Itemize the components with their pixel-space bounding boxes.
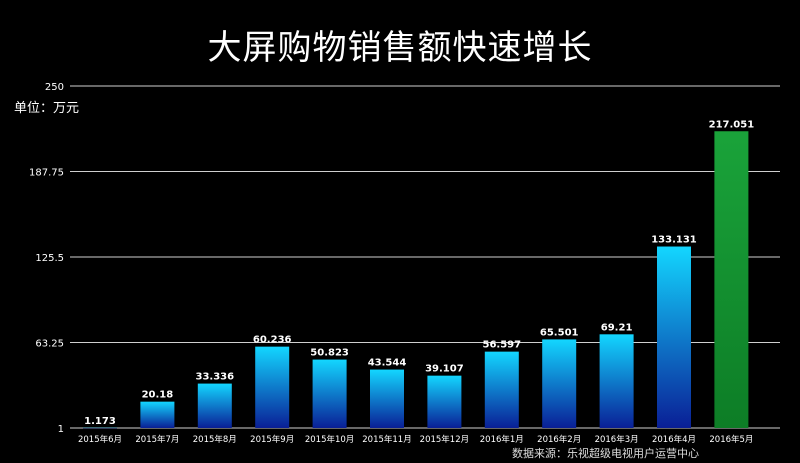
x-tick-label: 2015年10月 [305, 434, 354, 445]
data-label: 20.18 [142, 390, 174, 401]
x-axis-ticks: 2015年6月 2015年7月 2015年8月 2015年9月 2015年10月 2015… [78, 434, 753, 445]
data-label: 69.21 [601, 322, 633, 333]
value-labels: 1.173 20.18 33.336 60.236 50.823 43.544 39.107… [84, 119, 754, 427]
bar [427, 375, 462, 428]
x-tick-label: 2016年1月 [480, 434, 524, 445]
data-label: 56.597 [483, 340, 522, 351]
data-label: 39.107 [425, 364, 464, 375]
x-tick-label: 2016年5月 [709, 434, 753, 445]
data-label: 43.544 [368, 358, 407, 369]
bar [140, 401, 175, 428]
data-label: 217.051 [709, 119, 755, 130]
x-tick-label: 2016年2月 [537, 434, 581, 445]
x-tick-label: 2015年8月 [193, 434, 237, 445]
x-tick-label: 2015年9月 [250, 434, 294, 445]
bar [312, 359, 347, 428]
source-note: 数据来源：乐视超级电视用户运营中心 [512, 447, 699, 460]
chart-title: 大屏购物销售额快速增长 [207, 28, 593, 68]
bar [255, 346, 290, 428]
x-tick-label: 2015年11月 [362, 434, 411, 445]
y-tick-label: 125.5 [35, 253, 64, 264]
bar [542, 339, 577, 428]
data-label: 65.501 [540, 327, 579, 338]
data-label: 50.823 [310, 348, 349, 359]
bar [599, 334, 634, 428]
y-axis-ticks: 1 63.25 125.5 187.75 250 [29, 82, 64, 435]
bar [197, 383, 232, 428]
bar [484, 351, 519, 428]
y-tick-label: 250 [45, 82, 64, 93]
y-tick-label: 1 [58, 424, 64, 435]
unit-label: 单位：万元 [14, 101, 80, 116]
data-label: 133.131 [651, 235, 697, 246]
y-tick-label: 187.75 [29, 168, 64, 179]
data-label: 33.336 [196, 372, 235, 383]
data-label: 60.236 [253, 335, 292, 346]
x-tick-label: 2015年12月 [420, 434, 469, 445]
bar [657, 246, 691, 428]
bars [83, 131, 749, 429]
y-tick-label: 63.25 [35, 339, 64, 350]
x-tick-label: 2015年7月 [135, 434, 179, 445]
x-tick-label: 2015年6月 [78, 434, 122, 445]
bar [83, 427, 117, 429]
bar [370, 369, 404, 428]
data-label: 1.173 [84, 416, 116, 427]
bar [714, 131, 749, 428]
x-tick-label: 2016年4月 [652, 434, 696, 445]
x-tick-label: 2016年3月 [595, 434, 639, 445]
